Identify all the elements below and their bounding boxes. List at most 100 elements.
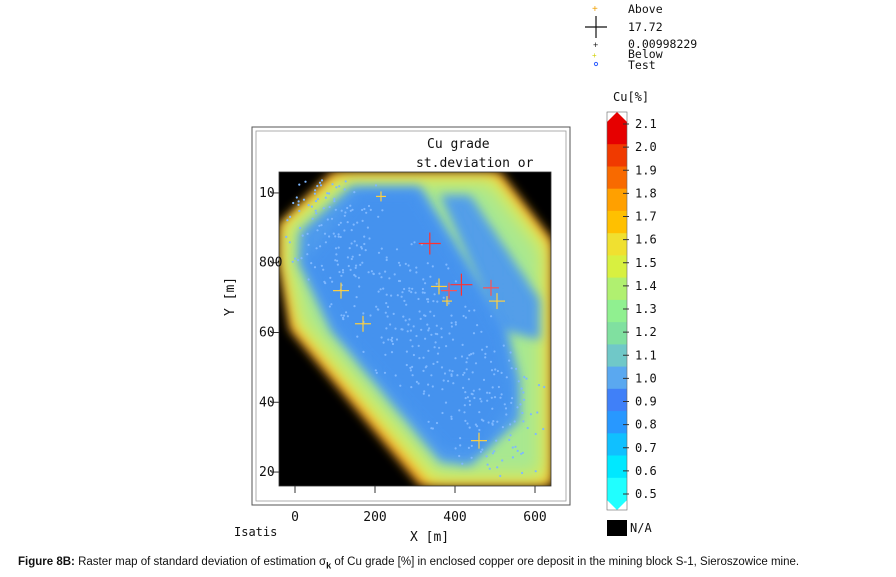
- test-point: [510, 401, 513, 404]
- test-point: [408, 318, 411, 321]
- colorbar-tick-label: 1.5: [635, 256, 657, 270]
- colorbar-segment: [607, 210, 627, 234]
- test-point: [488, 467, 491, 470]
- test-point: [529, 413, 533, 416]
- test-point: [369, 314, 372, 317]
- test-point: [297, 200, 300, 203]
- test-point: [351, 208, 354, 211]
- test-point: [363, 242, 366, 246]
- caption-subscript: k: [326, 560, 332, 571]
- colorbar-tick-label: 0.7: [635, 441, 657, 455]
- test-point: [333, 197, 336, 200]
- test-point: [310, 262, 313, 265]
- colorbar-segment: [607, 322, 627, 345]
- test-point: [435, 282, 438, 285]
- test-point: [521, 411, 524, 415]
- test-point: [406, 330, 409, 333]
- test-point: [364, 249, 367, 252]
- test-point: [307, 243, 310, 246]
- test-point: [517, 380, 520, 383]
- legend-min-cross-icon: +: [593, 40, 598, 50]
- test-point: [343, 214, 346, 217]
- test-point: [479, 397, 482, 400]
- test-point: [451, 370, 454, 373]
- test-point: [412, 353, 415, 357]
- test-point: [470, 456, 473, 459]
- test-point: [522, 398, 526, 401]
- test-point: [375, 371, 378, 374]
- test-point: [379, 288, 382, 291]
- test-point: [471, 393, 474, 396]
- test-point: [337, 235, 340, 238]
- test-point: [520, 452, 523, 455]
- test-point: [427, 383, 430, 386]
- test-point: [470, 444, 473, 447]
- test-point: [337, 233, 340, 236]
- test-point: [385, 293, 388, 296]
- y-tick-label: 20: [259, 465, 275, 480]
- colorbar-tick-label: 1.1: [635, 348, 657, 362]
- test-point: [408, 287, 411, 290]
- legend-max-value: 17.72: [628, 20, 663, 34]
- test-point: [519, 403, 522, 406]
- test-point: [300, 257, 303, 260]
- test-point: [313, 266, 317, 269]
- test-point: [476, 324, 479, 327]
- test-point: [401, 291, 404, 294]
- test-point: [390, 351, 394, 354]
- test-point: [447, 380, 450, 383]
- test-point: [314, 209, 317, 212]
- test-point: [427, 394, 431, 397]
- test-point: [304, 180, 307, 183]
- sample-cross: [333, 282, 349, 299]
- test-point: [503, 403, 506, 406]
- test-point: [522, 391, 525, 394]
- test-point: [375, 305, 378, 308]
- test-point: [429, 275, 432, 278]
- test-point: [356, 221, 359, 224]
- test-point: [400, 295, 403, 298]
- test-point: [516, 406, 519, 409]
- test-point: [314, 189, 317, 192]
- test-point: [432, 362, 435, 365]
- test-point: [435, 324, 438, 327]
- test-point: [462, 314, 465, 318]
- test-point: [405, 350, 408, 353]
- test-point: [500, 393, 503, 396]
- test-point: [332, 232, 335, 235]
- x-tick-label: 0: [291, 510, 299, 525]
- chart-subtitle: st.deviation or: [416, 156, 534, 171]
- test-point: [362, 312, 365, 315]
- test-point: [522, 420, 525, 423]
- test-point: [330, 303, 333, 306]
- test-point: [428, 327, 431, 330]
- y-tick-label: 60: [259, 325, 275, 340]
- test-point: [306, 232, 309, 235]
- test-point: [353, 240, 356, 243]
- colorbar-segment: [607, 344, 627, 368]
- test-point: [415, 380, 418, 383]
- test-point: [394, 374, 397, 377]
- test-point: [481, 348, 484, 351]
- test-point: [338, 185, 341, 188]
- test-point: [385, 256, 388, 259]
- test-point: [456, 374, 459, 377]
- test-point: [352, 223, 355, 226]
- test-point: [369, 208, 372, 211]
- colorbar-segment: [607, 277, 627, 301]
- sample-cross: [442, 296, 452, 307]
- test-point: [460, 355, 464, 358]
- test-point: [464, 419, 467, 422]
- test-point: [496, 466, 499, 469]
- raster-low-sd-core: [306, 192, 512, 450]
- colorbar-segment: [607, 233, 627, 256]
- test-point: [403, 287, 406, 291]
- test-point: [395, 338, 399, 341]
- test-point: [350, 242, 353, 245]
- test-point: [497, 385, 500, 389]
- test-point: [307, 278, 310, 281]
- legend-max-cross-icon: [585, 16, 607, 38]
- test-point: [385, 302, 388, 305]
- test-point: [335, 186, 338, 189]
- test-point: [426, 323, 429, 326]
